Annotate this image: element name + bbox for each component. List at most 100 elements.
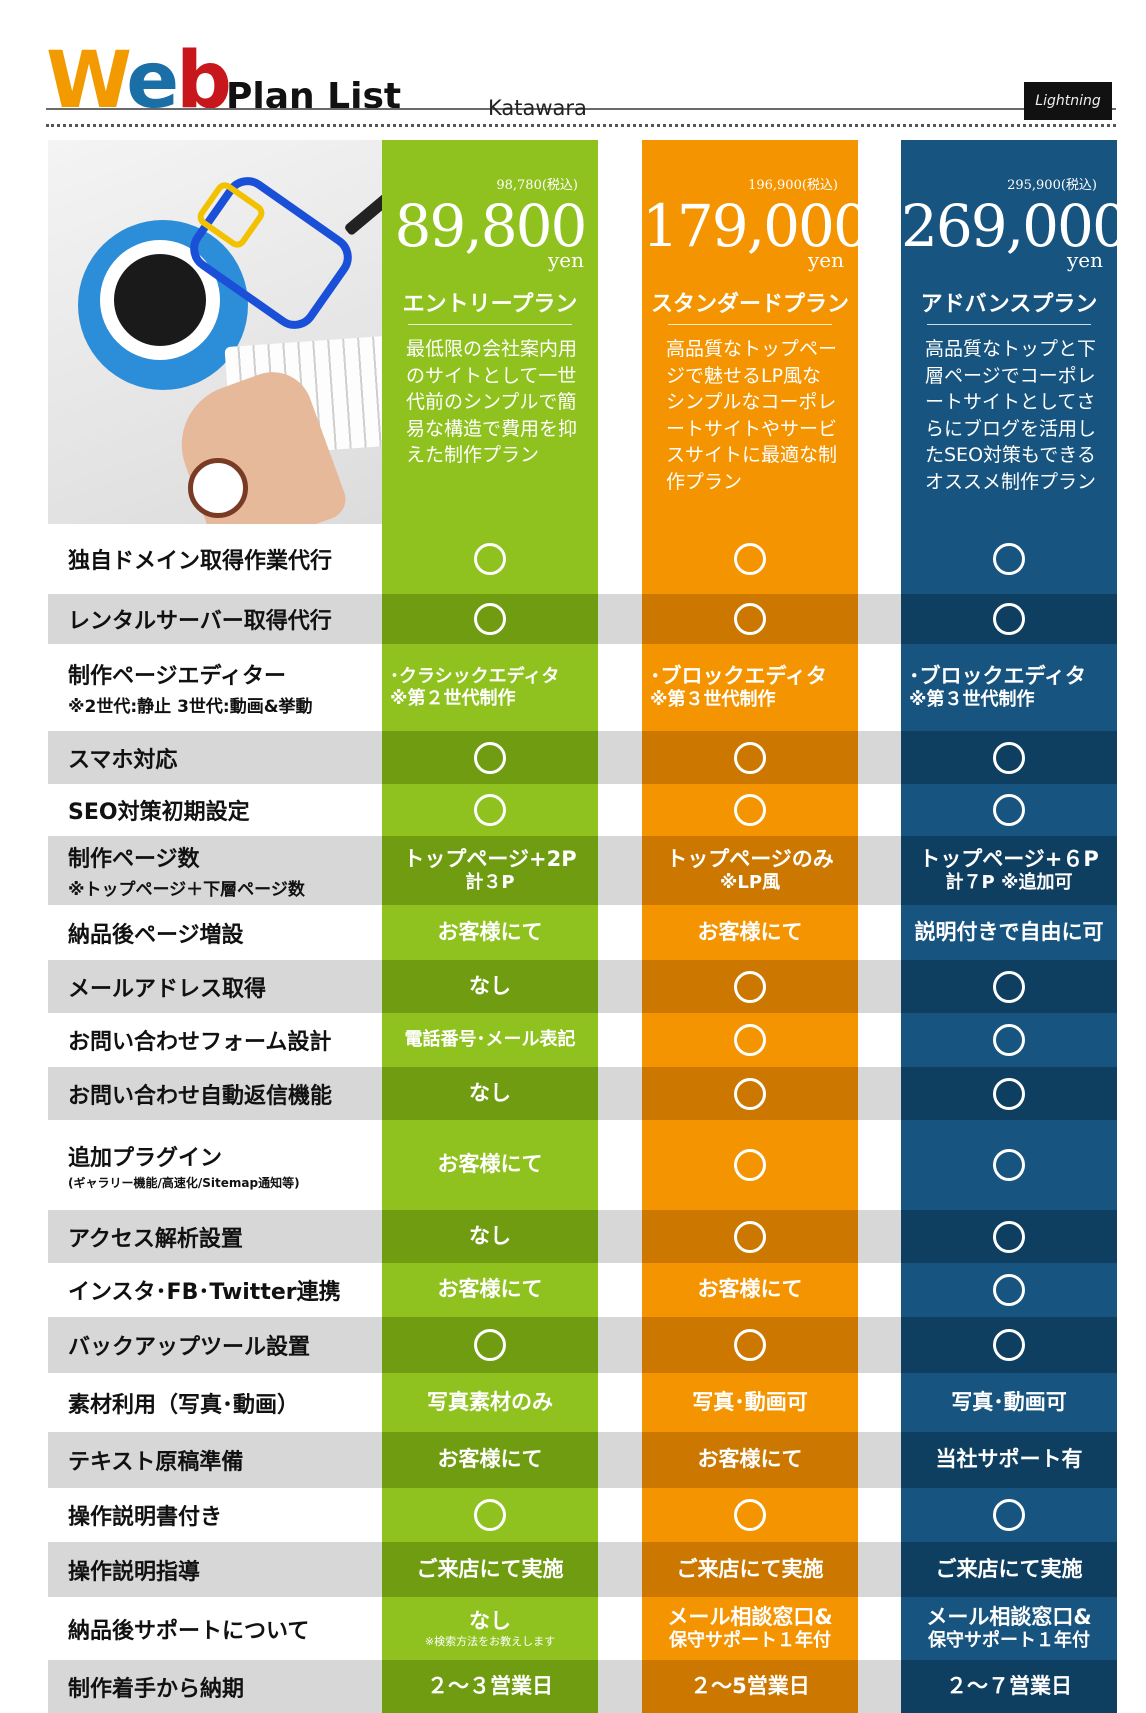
row-label: 制作ページエディター ※2世代:静止 3世代:動画&挙動: [68, 644, 313, 731]
table-cell: [901, 1263, 1117, 1317]
table-cell: [901, 1013, 1117, 1067]
cell-value: 計７P ※追加可: [945, 872, 1073, 894]
table-cell: [382, 731, 598, 784]
plan-divider: [408, 324, 572, 325]
table-cell: ご来店にて実施: [901, 1542, 1117, 1597]
circle-icon: [993, 1220, 1025, 1253]
table-cell: [642, 1067, 858, 1120]
table-cell: [901, 960, 1117, 1013]
cell-value: お客様にて: [437, 1152, 543, 1177]
cell-value: お客様にて: [437, 919, 543, 944]
cell-value: ご来店にて実施: [676, 1556, 824, 1581]
row-label-text: テキスト原稿準備: [68, 1450, 244, 1475]
circle-icon: [734, 543, 766, 575]
circle-icon: [993, 970, 1025, 1003]
cell-value: 写真素材のみ: [427, 1389, 553, 1414]
circle-icon: [474, 1499, 506, 1531]
circle-icon: [993, 543, 1025, 575]
cell-value: ２～３営業日: [427, 1673, 553, 1698]
circle-icon: [734, 603, 766, 635]
table-cell: お客様にて: [382, 1432, 598, 1488]
plan-divider: [927, 324, 1091, 325]
cell-value: 計３P: [465, 872, 515, 894]
circle-icon: [993, 1499, 1025, 1531]
cell-value: メール相談窓口&: [926, 1605, 1092, 1630]
table-row: 独自ドメイン取得作業代行: [48, 524, 1117, 594]
row-label-text: バックアップツール設置: [68, 1335, 311, 1360]
circle-icon: [474, 1329, 506, 1361]
table-cell: 写真･動画可: [901, 1373, 1117, 1432]
circle-icon: [993, 741, 1025, 774]
row-label-text: 操作説明指導: [68, 1559, 201, 1585]
header: Web Plan List Katawara Lightning: [0, 0, 1146, 135]
table-cell: トップページのみ ※LP風: [642, 836, 858, 905]
table-cell: ２～７営業日: [901, 1660, 1117, 1713]
table-row: SEO対策初期設定: [48, 784, 1117, 836]
cell-value: ※第２世代制作: [390, 687, 516, 709]
table-cell: ･クラシックエディタ ※第２世代制作: [382, 644, 598, 731]
row-label-text: 制作ページエディター: [68, 664, 287, 689]
table-cell: メール相談窓口& 保守サポート１年付: [901, 1597, 1117, 1660]
row-label-note: (ギャラリー機能/高速化/Sitemap通知等): [68, 1175, 300, 1190]
table-cell: [901, 524, 1117, 594]
row-label-text: レンタルサーバー取得代行: [68, 609, 332, 634]
cell-value: なし: [469, 1609, 511, 1634]
table-cell: [901, 1067, 1117, 1120]
circle-icon: [993, 1024, 1025, 1056]
cell-value: ※第３世代制作: [650, 689, 776, 711]
circle-icon: [993, 794, 1025, 826]
cell-value: なし: [469, 973, 511, 998]
table-cell: [642, 731, 858, 784]
table-cell: [642, 524, 858, 594]
table-cell: [901, 1317, 1117, 1373]
circle-icon: [734, 741, 766, 774]
row-label-note: ※2世代:静止 3世代:動画&挙動: [68, 697, 313, 717]
table-row: 素材利用（写真･動画）: [48, 1373, 1117, 1432]
row-label: 操作説明指導: [68, 1542, 200, 1597]
table-row: 操作説明書付き: [48, 1488, 1117, 1542]
row-label-text: 制作ページ数: [68, 847, 200, 872]
plan-currency: yen: [807, 248, 844, 272]
web-logo: Web: [46, 42, 232, 120]
cell-value: ※検索方法をお教えします: [424, 1634, 556, 1648]
table-cell: お客様にて: [642, 1432, 858, 1488]
row-label-text: インスタ･FB･Twitter連携: [68, 1280, 341, 1305]
plan-price: 179,000: [642, 192, 870, 260]
plan-entry-header: 98,780(税込) 89,800 yen エントリープラン 最低限の会社案内用…: [382, 140, 598, 524]
circle-icon: [734, 1220, 766, 1253]
plan-price: 89,800: [394, 192, 588, 260]
table-cell: お客様にて: [382, 1120, 598, 1210]
table-cell: お客様にて: [382, 1263, 598, 1317]
cell-value: メール相談窓口&: [667, 1605, 833, 1630]
row-label-text: 制作着手から納期: [68, 1676, 245, 1702]
cell-value: お客様にて: [697, 1447, 803, 1472]
table-cell: トップページ+2P 計３P: [382, 836, 598, 905]
table-cell: [901, 1488, 1117, 1542]
dotted-divider: [46, 124, 1116, 127]
row-label-text: 素材利用（写真･動画）: [68, 1392, 300, 1418]
plan-tax-price: 98,780(税込): [496, 178, 578, 193]
circle-icon: [734, 1077, 766, 1110]
cell-value: ２～5営業日: [690, 1673, 810, 1698]
hero-photo: [48, 140, 382, 524]
table-cell: [642, 1013, 858, 1067]
cell-value: なし: [469, 1080, 511, 1105]
row-label-note: ※トップページ＋下層ページ数: [68, 880, 305, 900]
cell-value: ２～７営業日: [946, 1673, 1072, 1698]
table-cell: [642, 960, 858, 1013]
row-label-text: スマホ対応: [68, 747, 178, 773]
row-label: お問い合わせ自動返信機能: [68, 1067, 332, 1120]
table-cell: [642, 1210, 858, 1263]
cell-value: 当社サポート有: [935, 1447, 1083, 1472]
plan-standard-header: 196,900(税込) 179,000 yen スタンダードプラン 高品質なトッ…: [642, 140, 870, 524]
circle-icon: [474, 543, 506, 575]
cell-value: ※第３世代制作: [909, 689, 1035, 711]
row-label: 操作説明書付き: [68, 1488, 222, 1542]
table-cell: なし ※検索方法をお教えします: [382, 1597, 598, 1660]
cell-value: ご来店にて実施: [935, 1556, 1083, 1581]
circle-icon: [474, 741, 506, 774]
row-label: 納品後ページ増設: [68, 905, 244, 960]
pen-icon: [343, 175, 382, 237]
table-cell: [901, 731, 1117, 784]
circle-icon: [734, 970, 766, 1003]
